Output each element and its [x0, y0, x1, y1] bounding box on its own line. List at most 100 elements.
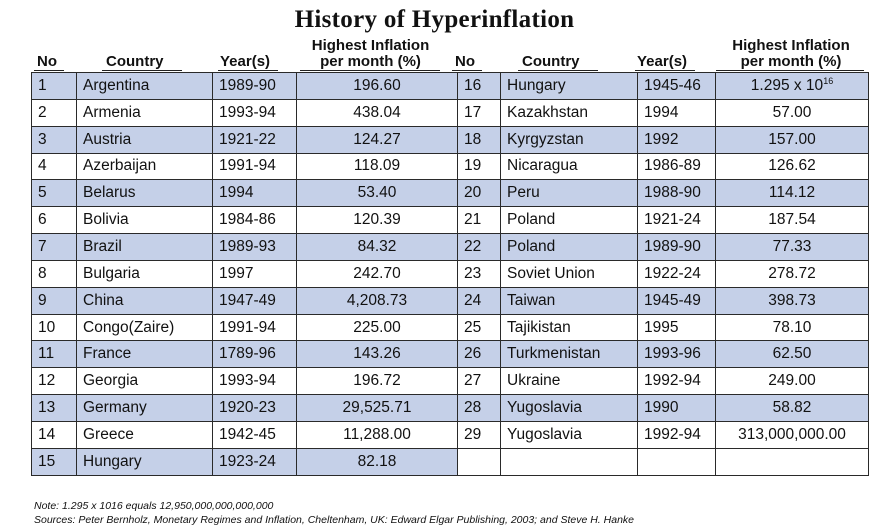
empty-cell: [457, 447, 501, 476]
header-underline: [716, 70, 864, 71]
cell-country: Austria: [76, 125, 213, 154]
cell-country: Azerbaijan: [76, 152, 213, 181]
cell-no: 11: [31, 340, 77, 369]
cell-country: Belarus: [76, 179, 213, 208]
cell-country: Yugoslavia: [500, 420, 638, 449]
header-underline: [34, 70, 64, 71]
header-inflation-2: Highest Inflation per month (%): [716, 38, 866, 70]
empty-cell: [637, 447, 716, 476]
header-country-2: Country: [522, 53, 580, 70]
cell-no: 15: [31, 447, 77, 476]
cell-no: 4: [31, 152, 77, 181]
cell-years: 1991-94: [212, 313, 297, 342]
cell-years: 1989-90: [637, 233, 716, 261]
cell-no: 25: [457, 313, 501, 342]
cell-country: Hungary: [500, 72, 638, 100]
cell-years: 1993-94: [212, 98, 297, 127]
cell-country: Yugoslavia: [500, 394, 638, 422]
cell-years: 1945-46: [637, 72, 716, 100]
cell-country: Poland: [500, 233, 638, 261]
cell-inflation: 438.04: [296, 98, 458, 127]
cell-country: Kyrgyzstan: [500, 125, 638, 154]
cell-country: Germany: [76, 394, 213, 422]
cell-inflation: 114.12: [715, 179, 869, 208]
table-row: 11 France 1789-96 143.26 26 Turkmenistan 1993-…: [31, 340, 869, 369]
cell-country: Greece: [76, 420, 213, 449]
table-row: 5 Belarus 1994 53.40 20 Peru 1988-90 114.12: [31, 179, 869, 208]
cell-inflation: 84.32: [296, 233, 458, 261]
footnote: Note: 1.295 x 1016 equals 12,950,000,000…: [34, 500, 274, 512]
cell-inflation: 118.09: [296, 152, 458, 181]
cell-no: 19: [457, 152, 501, 181]
header-underline: [518, 70, 598, 71]
table-row: 4 Azerbaijan 1991-94 118.09 19 Nicaragua 1986-…: [31, 152, 869, 181]
cell-inflation: 11,288.00: [296, 420, 458, 449]
cell-no: 12: [31, 367, 77, 396]
cell-country: Poland: [500, 206, 638, 235]
cell-inflation: 120.39: [296, 206, 458, 235]
table-row: 9 China 1947-49 4,208.73 24 Taiwan 1945-49 398.…: [31, 286, 869, 315]
cell-years: 1986-89: [637, 152, 716, 181]
cell-no: 8: [31, 259, 77, 288]
cell-country: Hungary: [76, 447, 213, 476]
header-underline: [635, 70, 695, 71]
table-row: 6 Bolivia 1984-86 120.39 21 Poland 1921-24 187.…: [31, 206, 869, 235]
cell-no: 13: [31, 394, 77, 422]
cell-inflation: 242.70: [296, 259, 458, 288]
cell-years: 1947-49: [212, 286, 297, 315]
cell-no: 26: [457, 340, 501, 369]
cell-country: Armenia: [76, 98, 213, 127]
cell-no: 18: [457, 125, 501, 154]
cell-country: Nicaragua: [500, 152, 638, 181]
cell-years: 1920-23: [212, 394, 297, 422]
cell-years: 1942-45: [212, 420, 297, 449]
cell-no: 22: [457, 233, 501, 261]
cell-country: Ukraine: [500, 367, 638, 396]
cell-inflation: 187.54: [715, 206, 869, 235]
cell-inflation: 53.40: [296, 179, 458, 208]
header-inflation-line2: per month (%): [320, 53, 421, 70]
header-no-2: No: [455, 53, 475, 70]
cell-years: 1921-22: [212, 125, 297, 154]
cell-years: 1995: [637, 313, 716, 342]
header-underline: [300, 70, 440, 71]
sources-line: Sources: Peter Bernholz, Monetary Regime…: [34, 514, 634, 526]
cell-inflation: 29,525.71: [296, 394, 458, 422]
cell-country: Peru: [500, 179, 638, 208]
cell-country: Turkmenistan: [500, 340, 638, 369]
cell-country: Argentina: [76, 72, 213, 100]
header-inflation: Highest Inflation per month (%): [298, 38, 443, 70]
table-title: History of Hyperinflation: [294, 6, 575, 33]
cell-inflation: 398.73: [715, 286, 869, 315]
cell-years: 1993-94: [212, 367, 297, 396]
cell-years: 1984-86: [212, 206, 297, 235]
cell-inflation: 278.72: [715, 259, 869, 288]
cell-inflation: 57.00: [715, 98, 869, 127]
cell-no: 9: [31, 286, 77, 315]
empty-cell: [715, 447, 869, 476]
cell-years: 1789-96: [212, 340, 297, 369]
table-row: 13 Germany 1920-23 29,525.71 28 Yugoslavia 199…: [31, 394, 869, 422]
cell-years: 1990: [637, 394, 716, 422]
cell-years: 1922-24: [637, 259, 716, 288]
cell-country: Kazakhstan: [500, 98, 638, 127]
cell-inflation: 143.26: [296, 340, 458, 369]
cell-country: Taiwan: [500, 286, 638, 315]
table-row: 1 Argentina 1989-90 196.60 16 Hungary 1945-46 1…: [31, 72, 869, 100]
cell-no: 28: [457, 394, 501, 422]
cell-inflation: 82.18: [296, 447, 458, 476]
cell-country: Georgia: [76, 367, 213, 396]
cell-years: 1923-24: [212, 447, 297, 476]
cell-no: 1: [31, 72, 77, 100]
cell-inflation: 126.62: [715, 152, 869, 181]
cell-inflation: 58.82: [715, 394, 869, 422]
cell-years: 1989-90: [212, 72, 297, 100]
cell-inflation: 196.72: [296, 367, 458, 396]
empty-cell: [500, 447, 638, 476]
header-inflation-2-line1: Highest Inflation: [732, 37, 850, 54]
cell-inflation: 77.33: [715, 233, 869, 261]
cell-no: 17: [457, 98, 501, 127]
cell-years: 1994: [212, 179, 297, 208]
cell-no: 20: [457, 179, 501, 208]
value-exponent: 16: [823, 75, 834, 86]
